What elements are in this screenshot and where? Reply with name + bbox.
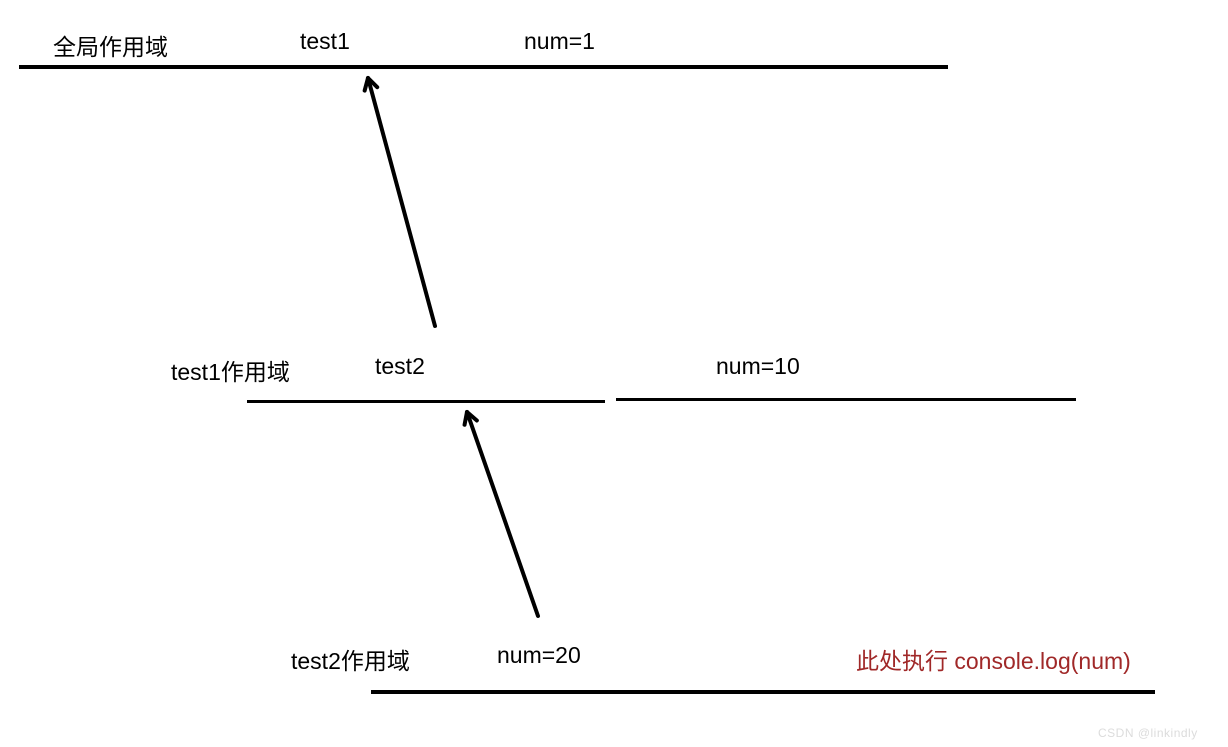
num10-label: num=10 (716, 353, 800, 380)
arrow-test2-to-global (348, 58, 455, 346)
scope-line-global (19, 65, 948, 69)
test1-label: test1 (300, 28, 350, 55)
num20-label: num=20 (497, 642, 581, 669)
test2-label: test2 (375, 353, 425, 380)
watermark-label: CSDN @linkindly (1098, 726, 1198, 740)
scope-line-test1-b (616, 398, 1076, 401)
arrow-num20-to-test1 (447, 392, 558, 636)
test2-scope-label: test2作用域 (291, 642, 410, 676)
test1-scope-label: test1作用域 (171, 353, 290, 387)
global-scope-label: 全局作用域 (53, 28, 168, 62)
num1-label: num=1 (524, 28, 595, 55)
exec-here-label: 此处执行 console.log(num) (856, 642, 1131, 676)
scope-line-test2 (371, 690, 1155, 694)
